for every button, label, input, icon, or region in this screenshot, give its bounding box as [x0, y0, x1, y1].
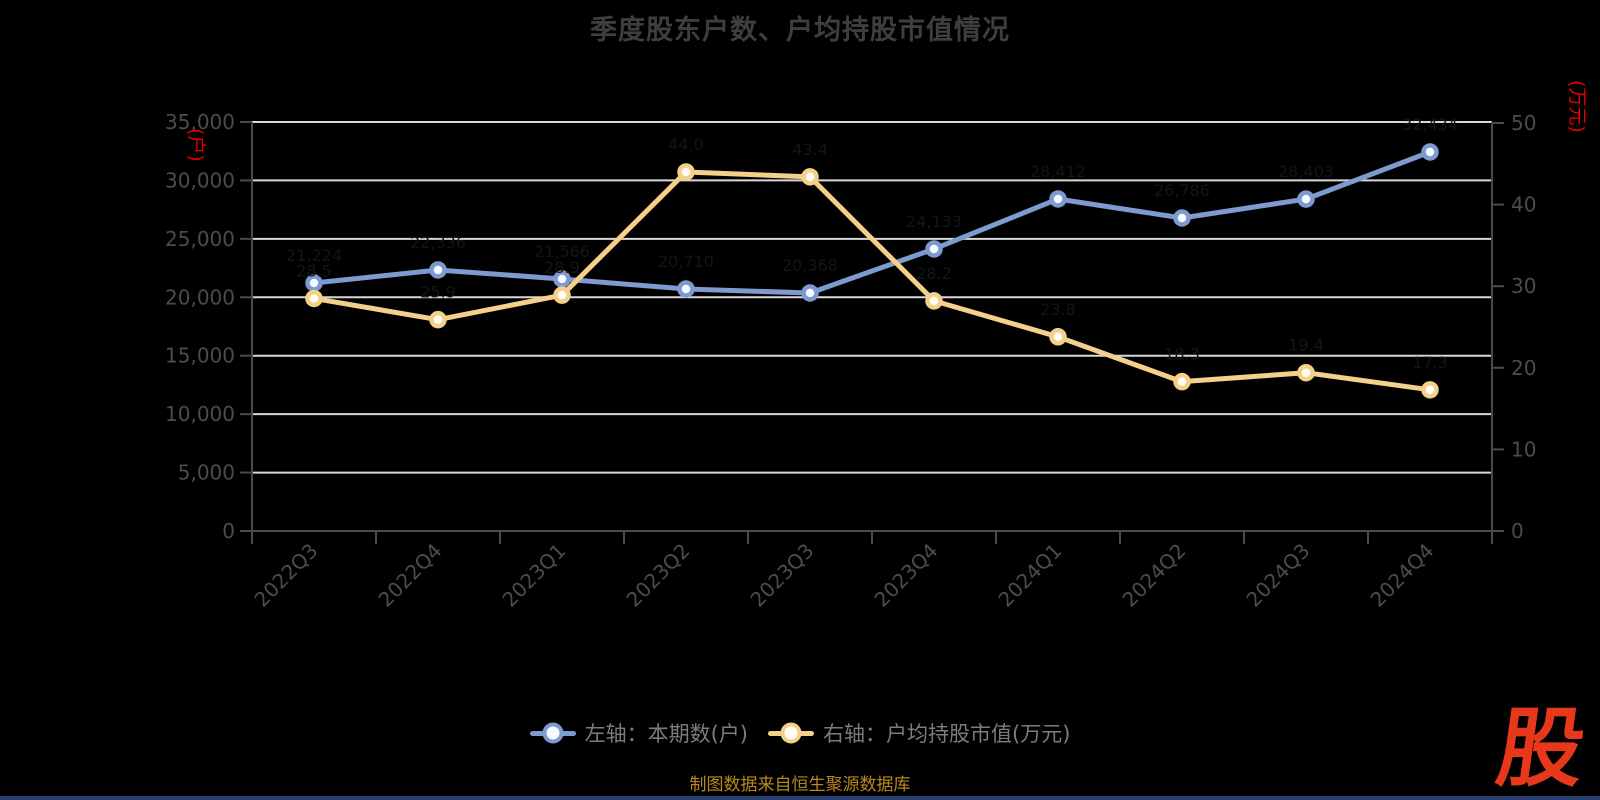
data-point-label: 25.9 — [420, 283, 456, 302]
data-point[interactable] — [305, 274, 323, 292]
x-axis-category-label: 2023Q4 — [869, 539, 942, 612]
right-axis-unit-label: (万元) — [1566, 80, 1588, 133]
data-point-label: 28,403 — [1278, 162, 1334, 181]
right-axis-tick-label: 0 — [1511, 519, 1524, 543]
left-axis-tick-label: 10,000 — [165, 402, 235, 426]
chart-title: 季度股东户数、户均持股市值情况 — [590, 15, 1010, 46]
data-point[interactable] — [925, 292, 943, 310]
legend-item-1[interactable]: 右轴：户均持股市值(万元) — [768, 718, 1070, 748]
data-point-label: 28.5 — [296, 261, 332, 280]
data-point-label: 24,133 — [906, 212, 962, 231]
data-point[interactable] — [1173, 209, 1191, 227]
left-axis-tick-label: 20,000 — [165, 285, 235, 309]
stock-logo: 股 — [1490, 699, 1592, 799]
data-point-label: 19.4 — [1288, 336, 1324, 355]
data-point-label: 21,224 — [286, 246, 342, 265]
x-axis-category-label: 2024Q4 — [1365, 539, 1438, 612]
legend-marker-dot — [542, 722, 564, 744]
legend-item-0[interactable]: 左轴：本期数(户) — [529, 718, 748, 748]
series-line — [313, 149, 1431, 296]
data-point[interactable] — [1297, 190, 1315, 208]
data-point[interactable] — [801, 284, 819, 302]
data-point[interactable] — [553, 270, 571, 288]
data-point-label: 23.8 — [1040, 300, 1076, 319]
x-axis-category-label: 2023Q1 — [497, 539, 570, 612]
left-axis-tick-label: 5,000 — [178, 461, 235, 485]
right-axis-tick-label: 40 — [1511, 193, 1536, 217]
legend-marker-dot — [780, 722, 802, 744]
left-axis-tick-label: 0 — [222, 519, 235, 543]
data-point[interactable] — [1049, 328, 1067, 346]
x-axis-category-label: 2024Q2 — [1117, 539, 1190, 612]
data-point[interactable] — [1049, 190, 1067, 208]
left-axis-tick-label: 35,000 — [165, 110, 235, 134]
data-point[interactable] — [429, 310, 447, 329]
data-point-label: 28.2 — [916, 264, 952, 283]
data-point-label: 32,434 — [1402, 115, 1458, 134]
left-axis-unit-label: (户) — [185, 128, 207, 162]
right-axis-tick-label: 20 — [1511, 356, 1536, 380]
right-axis-tick-label: 50 — [1511, 111, 1536, 135]
x-axis-category-label: 2024Q3 — [1241, 539, 1314, 612]
data-point[interactable] — [1297, 363, 1315, 382]
left-axis-tick-label: 25,000 — [165, 227, 235, 251]
data-point[interactable] — [429, 261, 447, 279]
x-axis-category-label: 2023Q2 — [621, 539, 694, 612]
data-point[interactable] — [677, 280, 695, 298]
data-point-label: 43.4 — [792, 140, 828, 159]
data-point[interactable] — [801, 168, 819, 186]
left-axis-tick-label: 30,000 — [165, 168, 235, 192]
data-point[interactable] — [1173, 372, 1191, 391]
data-source-note: 制图数据来自恒生聚源数据库 — [689, 775, 911, 795]
chart-legend: 左轴：本期数(户) 右轴：户均持股市值(万元) — [0, 718, 1600, 748]
data-point-label: 21,566 — [534, 242, 590, 261]
legend-marker — [529, 722, 576, 744]
x-axis-category-label: 2022Q3 — [249, 539, 322, 612]
left-axis-tick-label: 15,000 — [165, 344, 235, 368]
data-point[interactable] — [677, 163, 695, 181]
x-axis-category-label: 2024Q1 — [993, 539, 1066, 612]
data-point-label: 28,412 — [1030, 162, 1086, 181]
x-axis-category-label: 2022Q4 — [373, 539, 446, 612]
data-point[interactable] — [1421, 381, 1439, 399]
x-axis-category-label: 2023Q3 — [745, 539, 818, 612]
legend-label: 右轴：户均持股市值(万元) — [823, 722, 1071, 746]
series-line — [313, 169, 1431, 393]
data-point-label: 28.9 — [544, 258, 580, 277]
data-point-label: 18.3 — [1164, 345, 1200, 364]
data-point-label: 26,786 — [1154, 181, 1210, 200]
right-axis-tick-label: 30 — [1511, 274, 1536, 298]
data-point-label: 44.0 — [668, 135, 704, 154]
data-point[interactable] — [1421, 143, 1439, 161]
data-point-label: 20,368 — [782, 256, 838, 275]
legend-marker — [768, 722, 814, 744]
data-point[interactable] — [305, 289, 323, 308]
data-point-label: 22,336 — [410, 233, 466, 252]
right-axis-tick-label: 10 — [1511, 437, 1536, 461]
data-point-label: 17.3 — [1412, 353, 1448, 372]
data-point-label: 20,710 — [658, 252, 714, 271]
bottom-accent-bar — [0, 796, 1600, 800]
data-point[interactable] — [553, 286, 571, 304]
data-point[interactable] — [925, 240, 943, 258]
legend-label: 左轴：本期数(户) — [584, 722, 748, 746]
